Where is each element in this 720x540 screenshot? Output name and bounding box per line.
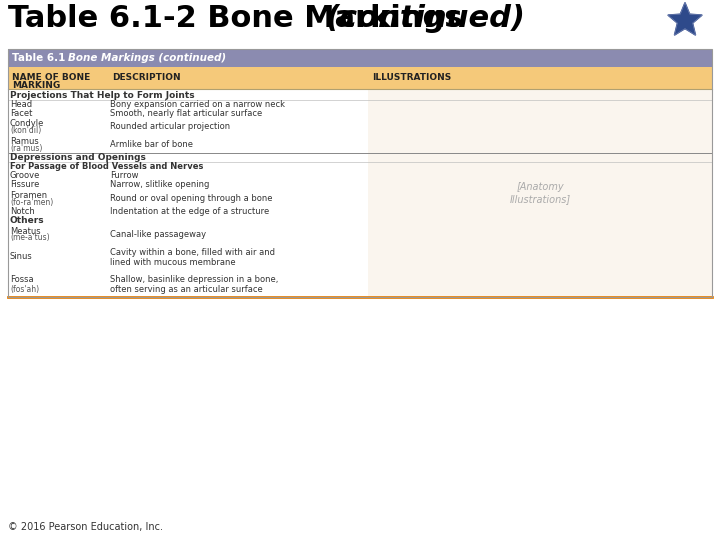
- Bar: [8, 66, 712, 89]
- Text: [Anatomy
Illustrations]: [Anatomy Illustrations]: [510, 182, 570, 204]
- Bar: [368, 89, 712, 298]
- Text: Ramus: Ramus: [10, 137, 39, 146]
- Text: Depressions and Openings: Depressions and Openings: [10, 153, 146, 163]
- Text: Cavity within a bone, filled with air and: Cavity within a bone, filled with air an…: [110, 248, 275, 257]
- Polygon shape: [668, 3, 702, 35]
- Text: Condyle: Condyle: [10, 119, 45, 129]
- Text: Bony expansion carried on a narrow neck: Bony expansion carried on a narrow neck: [110, 99, 285, 109]
- Text: Shallow, basinlike depression in a bone,: Shallow, basinlike depression in a bone,: [110, 275, 279, 284]
- Text: Sinus: Sinus: [10, 252, 32, 261]
- Text: ILLUSTRATIONS: ILLUSTRATIONS: [372, 73, 451, 82]
- Text: Furrow: Furrow: [110, 171, 138, 180]
- Text: Facet: Facet: [10, 109, 32, 118]
- Text: DESCRIPTION: DESCRIPTION: [112, 73, 181, 82]
- Text: Canal-like passageway: Canal-like passageway: [110, 230, 206, 239]
- Text: NAME OF BONE: NAME OF BONE: [12, 72, 90, 82]
- Text: MARKING: MARKING: [12, 80, 60, 90]
- Text: often serving as an articular surface: often serving as an articular surface: [110, 285, 263, 294]
- Text: Indentation at the edge of a structure: Indentation at the edge of a structure: [110, 207, 269, 217]
- Text: (kon'dil): (kon'dil): [10, 126, 41, 134]
- Text: Round or oval opening through a bone: Round or oval opening through a bone: [110, 194, 272, 203]
- Text: © 2016 Pearson Education, Inc.: © 2016 Pearson Education, Inc.: [8, 522, 163, 532]
- Text: (continued): (continued): [325, 4, 525, 33]
- Text: (me-a'tus): (me-a'tus): [10, 233, 50, 242]
- Text: Smooth, nearly flat articular surface: Smooth, nearly flat articular surface: [110, 109, 262, 118]
- Text: For Passage of Blood Vessels and Nerves: For Passage of Blood Vessels and Nerves: [10, 163, 203, 171]
- Text: Narrow, slitlike opening: Narrow, slitlike opening: [110, 180, 210, 190]
- Text: Meatus: Meatus: [10, 227, 40, 236]
- Text: (fos'ah): (fos'ah): [10, 285, 39, 294]
- Text: Foramen: Foramen: [10, 191, 47, 200]
- Text: Fossa: Fossa: [10, 275, 34, 284]
- Text: (fo-ra'men): (fo-ra'men): [10, 198, 53, 206]
- Text: Others: Others: [10, 217, 45, 225]
- Text: Armlike bar of bone: Armlike bar of bone: [110, 140, 193, 149]
- Text: Bone Markings (continued): Bone Markings (continued): [68, 52, 226, 63]
- Text: lined with mucous membrane: lined with mucous membrane: [110, 258, 235, 267]
- Text: Notch: Notch: [10, 207, 35, 217]
- Text: Head: Head: [10, 99, 32, 109]
- Text: Fissure: Fissure: [10, 180, 40, 190]
- Text: Table 6.1: Table 6.1: [12, 52, 66, 63]
- Text: Table 6.1-2 Bone Markings: Table 6.1-2 Bone Markings: [8, 4, 473, 33]
- Text: Rounded articular projection: Rounded articular projection: [110, 122, 230, 131]
- Text: (ra'mus): (ra'mus): [10, 144, 42, 153]
- Text: Groove: Groove: [10, 171, 40, 180]
- Text: Projections That Help to Form Joints: Projections That Help to Form Joints: [10, 91, 194, 99]
- Bar: [8, 49, 712, 66]
- Bar: [8, 49, 712, 298]
